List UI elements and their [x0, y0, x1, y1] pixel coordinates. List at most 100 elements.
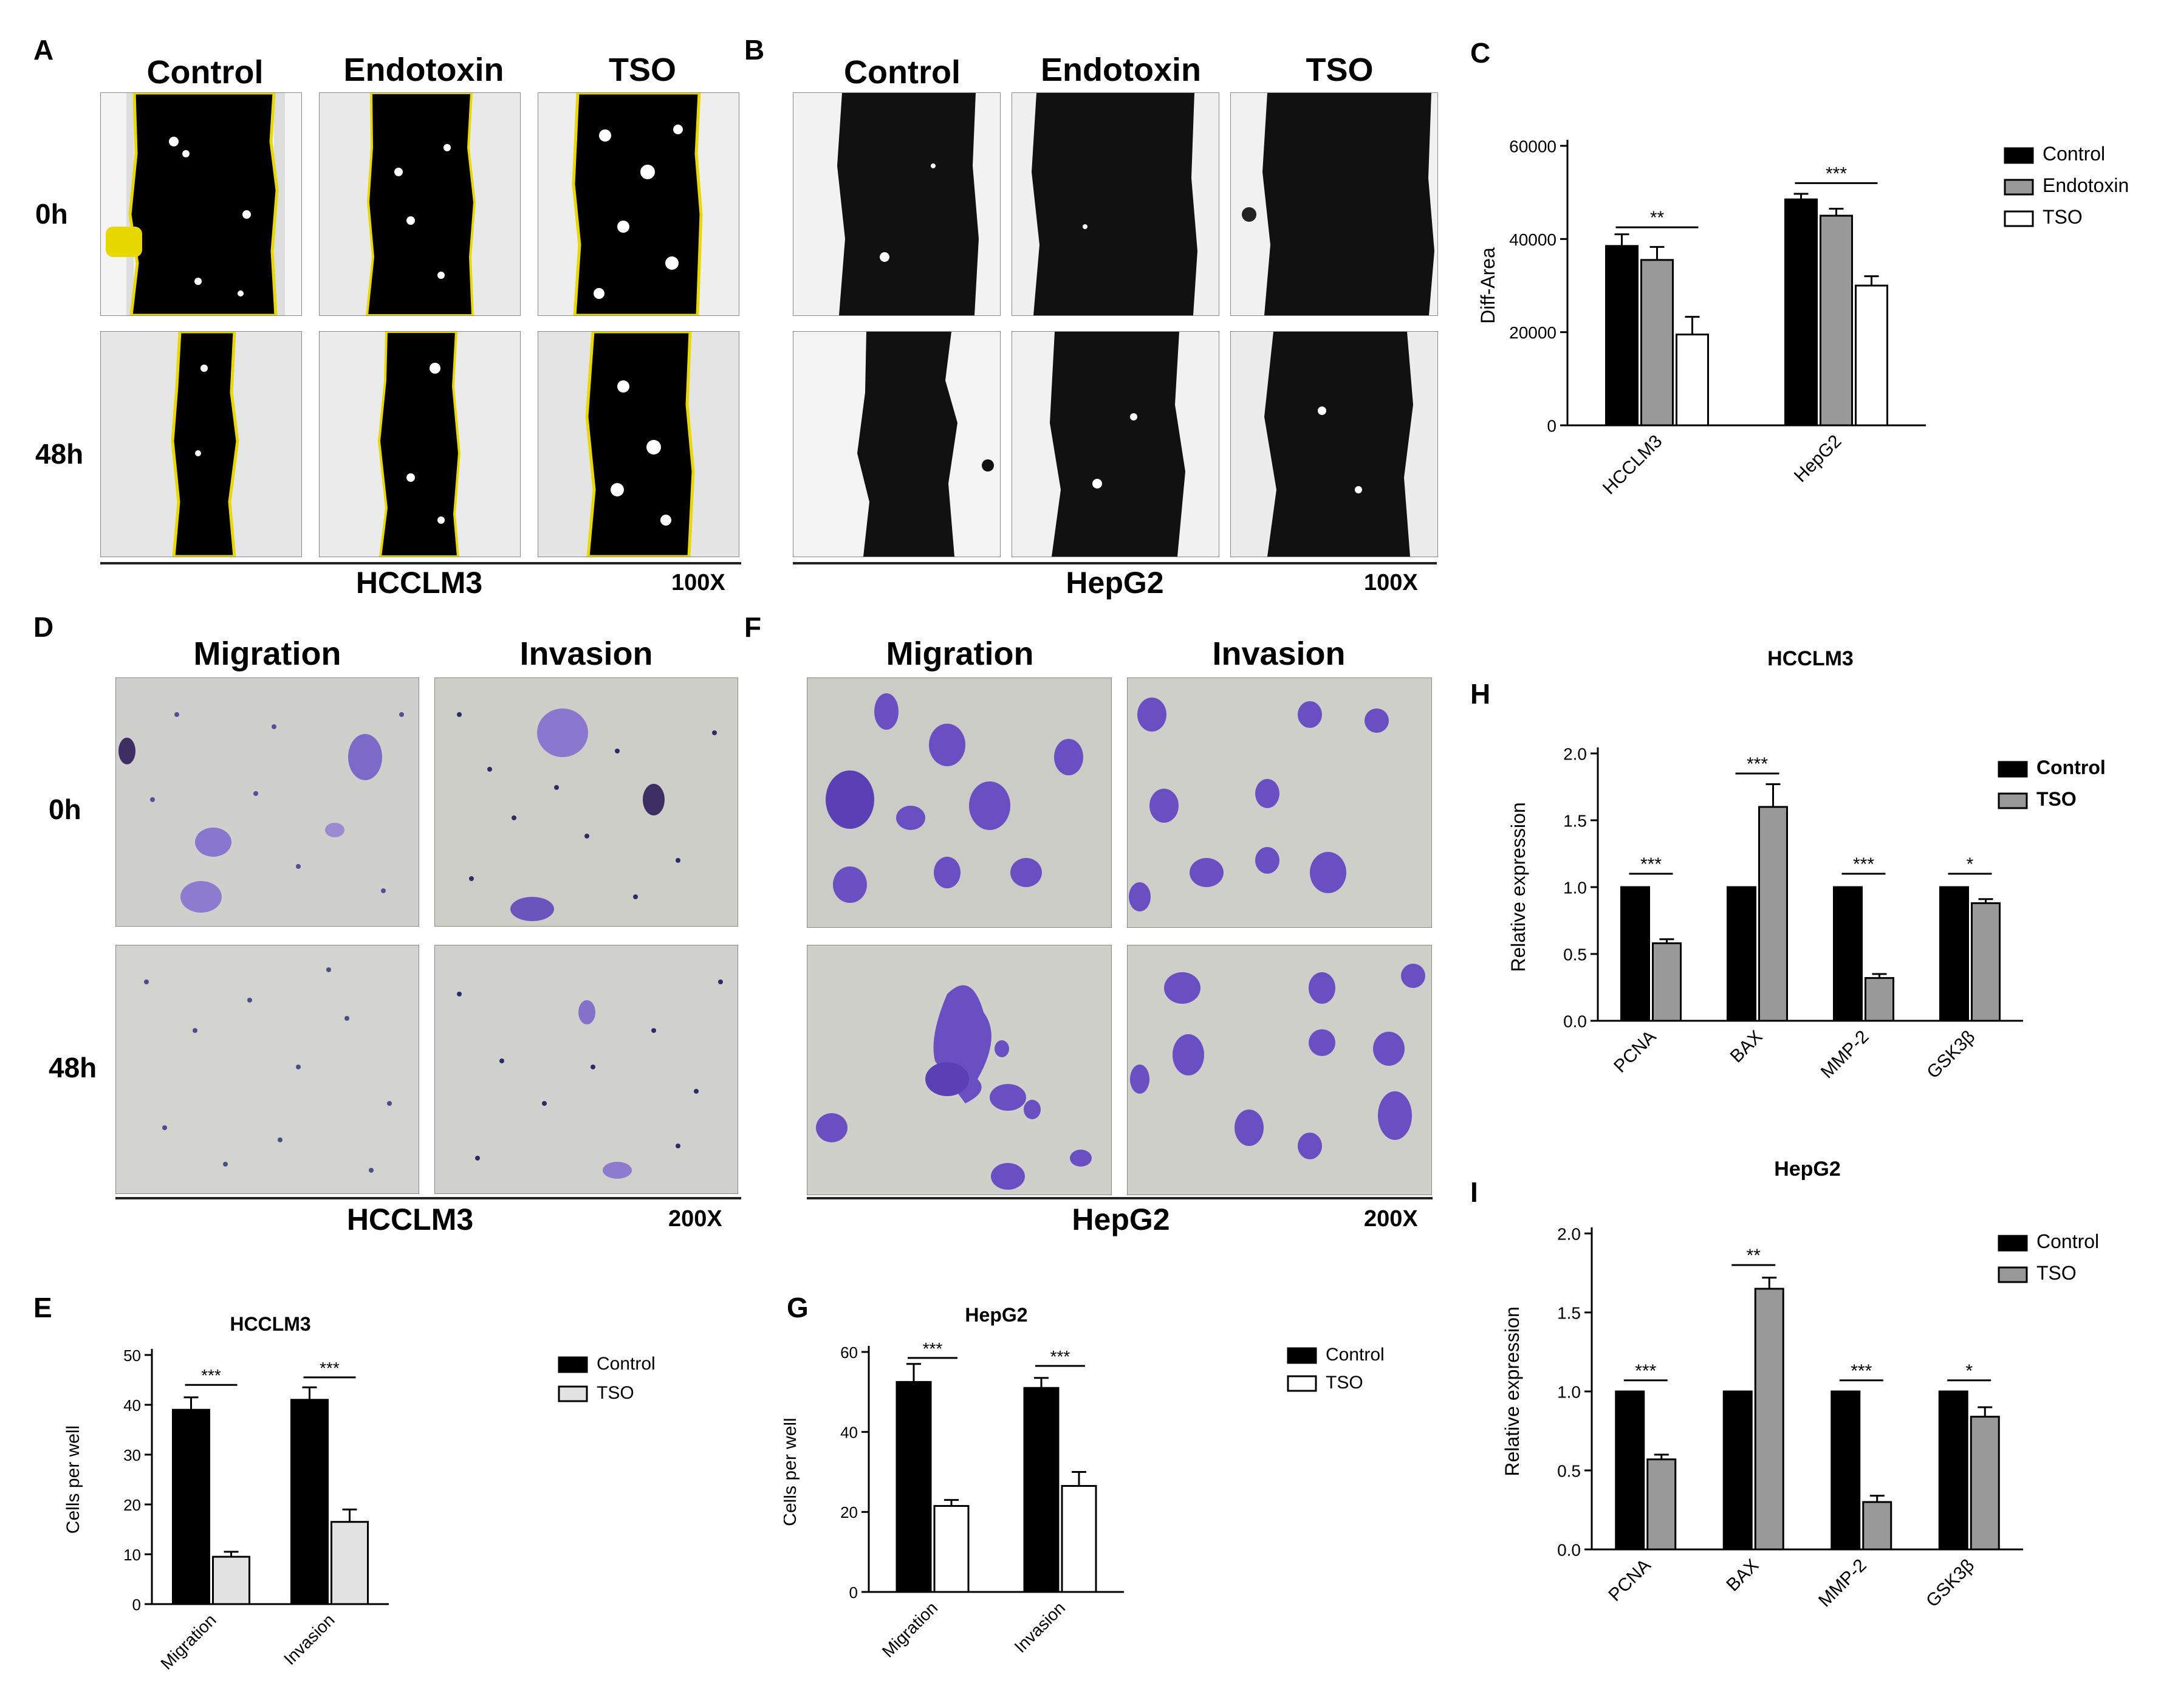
- panel-letter-b: B: [744, 34, 765, 66]
- y-axis-label: Diff-Area: [1477, 247, 1499, 324]
- legend-swatch: [2004, 179, 2034, 196]
- significance-label: **: [1747, 1246, 1761, 1266]
- bar: [1939, 886, 1969, 1022]
- legend-swatch: [2004, 210, 2034, 227]
- panel-letter-c: C: [1470, 37, 1491, 69]
- bar: [1865, 977, 1894, 1022]
- magnification-d: 200X: [668, 1206, 722, 1232]
- chart-svg-i: HepG2 0.0 0.5 1.0 1.5 2.0 Relative expression P…: [1501, 1158, 2099, 1611]
- chart-title: HepG2: [1774, 1158, 1841, 1181]
- wound-image-b-control-48h: [793, 331, 1001, 557]
- y-tick-label: 1.5: [1563, 812, 1587, 831]
- legend-label: Control: [2036, 756, 2106, 778]
- row-label-a-0h: 0h: [35, 198, 68, 230]
- significance-label: ***: [1050, 1347, 1070, 1366]
- bar: [1938, 1390, 1968, 1551]
- bar: [172, 1408, 210, 1605]
- y-tick-label: 10: [123, 1546, 141, 1564]
- y-tick-label: 2.0: [1563, 745, 1587, 764]
- row-label-a-48h: 48h: [35, 438, 84, 470]
- significance-label: ***: [201, 1366, 221, 1385]
- y-tick-label: 60: [840, 1343, 858, 1362]
- magnification-b: 100X: [1364, 570, 1418, 595]
- panel-letter-h: H: [1470, 678, 1491, 710]
- chart-svg-h: HCCLM3 0.0 0.5 1.0 1.5 2.0 Relative expression…: [1507, 647, 2106, 1083]
- y-tick-label: 30: [123, 1446, 141, 1464]
- panel-letter-i: I: [1470, 1176, 1478, 1208]
- x-tick-label: MMP-2: [1815, 1555, 1871, 1611]
- y-tick-label: 1.5: [1557, 1304, 1581, 1323]
- y-axis-label: Cells per well: [63, 1425, 83, 1534]
- chart-c: 0 20000 40000 60000 Diff-Area HCCLM3 HepG2 ** **…: [1440, 115, 2157, 541]
- significance-label: ***: [1640, 854, 1662, 874]
- bar: [1831, 1390, 1861, 1551]
- col-head-a-control: Control: [146, 54, 264, 91]
- col-head-b-control: Control: [844, 54, 961, 91]
- bar: [1023, 1387, 1060, 1593]
- y-tick-label: 1.0: [1563, 879, 1587, 897]
- legend-swatch: [1998, 1266, 2028, 1283]
- x-tick-label: HepG2: [1790, 431, 1846, 487]
- panel-f-underline: [807, 1197, 1433, 1199]
- cell-label-f: HepG2: [1072, 1202, 1170, 1236]
- y-axis-label: Relative expression: [1501, 1306, 1523, 1476]
- legend-swatch: [558, 1385, 588, 1402]
- col-head-a-endotoxin: Endotoxin: [343, 52, 504, 88]
- y-tick-label: 20: [123, 1496, 141, 1514]
- y-tick-label: 40000: [1509, 230, 1557, 249]
- y-tick-label: 40: [840, 1423, 858, 1441]
- panel-b-underline: [793, 562, 1437, 564]
- bar: [1784, 198, 1818, 427]
- legend-swatch: [1998, 792, 2028, 809]
- y-axis-label: Cells per well: [784, 1418, 800, 1526]
- wound-image-b-endotoxin-0h: [1012, 92, 1219, 316]
- bar: [1722, 1390, 1753, 1551]
- row-label-d-0h: 0h: [49, 794, 81, 825]
- panel-letter-a: A: [33, 34, 54, 66]
- panel-letter-e: E: [33, 1292, 52, 1323]
- bar: [1652, 942, 1682, 1022]
- y-tick-label: 0: [1547, 417, 1557, 436]
- wound-image-a-tso-0h: [538, 92, 739, 316]
- col-head-f-migration: Migration: [886, 636, 1034, 672]
- x-tick-label: PCNA: [1610, 1027, 1660, 1077]
- wound-image-b-tso-48h: [1230, 331, 1438, 557]
- col-head-d-migration: Migration: [193, 636, 341, 672]
- wound-image-b-tso-0h: [1230, 92, 1438, 316]
- y-tick-label: 0: [849, 1583, 858, 1602]
- bar: [1061, 1485, 1097, 1593]
- row-label-d-48h: 48h: [49, 1052, 97, 1083]
- legend-label: TSO: [597, 1383, 634, 1403]
- bar: [290, 1399, 329, 1605]
- significance-label: ***: [1747, 754, 1768, 774]
- x-tick-label: Invasion: [1011, 1598, 1069, 1656]
- bar: [1820, 214, 1853, 427]
- y-tick-label: 0.0: [1563, 1012, 1587, 1031]
- y-tick-label: 20000: [1509, 323, 1557, 342]
- col-head-d-invasion: Invasion: [519, 636, 653, 672]
- chart-svg-e: HCCLM3 0 10 20 30 40 50 Cells per well Migration…: [63, 1313, 656, 1673]
- bar: [1615, 1390, 1645, 1551]
- chart-i: HepG2 0.0 0.5 1.0 1.5 2.0 Relative expression P…: [1458, 1145, 2157, 1631]
- transwell-image-d-migration-0h: [115, 677, 419, 927]
- y-tick-label: 1.0: [1557, 1383, 1581, 1402]
- transwell-image-d-invasion-0h: [434, 677, 738, 927]
- col-head-a-tso: TSO: [608, 52, 676, 88]
- significance-label: ***: [1851, 1361, 1872, 1381]
- panel-letter-f: F: [744, 611, 762, 643]
- panel-d-underline: [115, 1197, 741, 1199]
- y-tick-label: 40: [123, 1396, 141, 1415]
- bar: [1676, 334, 1709, 427]
- chart-title: HepG2: [965, 1304, 1027, 1326]
- y-tick-label: 60000: [1509, 137, 1557, 156]
- wound-image-a-control-48h: [100, 331, 302, 557]
- panel-letter-d: D: [33, 611, 54, 643]
- y-tick-label: 0.0: [1557, 1541, 1581, 1560]
- significance-label: ***: [923, 1339, 943, 1358]
- significance-label: ***: [1853, 854, 1874, 874]
- y-tick-label: 0.5: [1563, 945, 1587, 964]
- cell-label-b: HepG2: [1066, 566, 1164, 600]
- transwell-image-d-invasion-48h: [434, 945, 738, 1194]
- col-head-b-tso: TSO: [1306, 52, 1374, 88]
- legend-swatch: [1287, 1347, 1317, 1364]
